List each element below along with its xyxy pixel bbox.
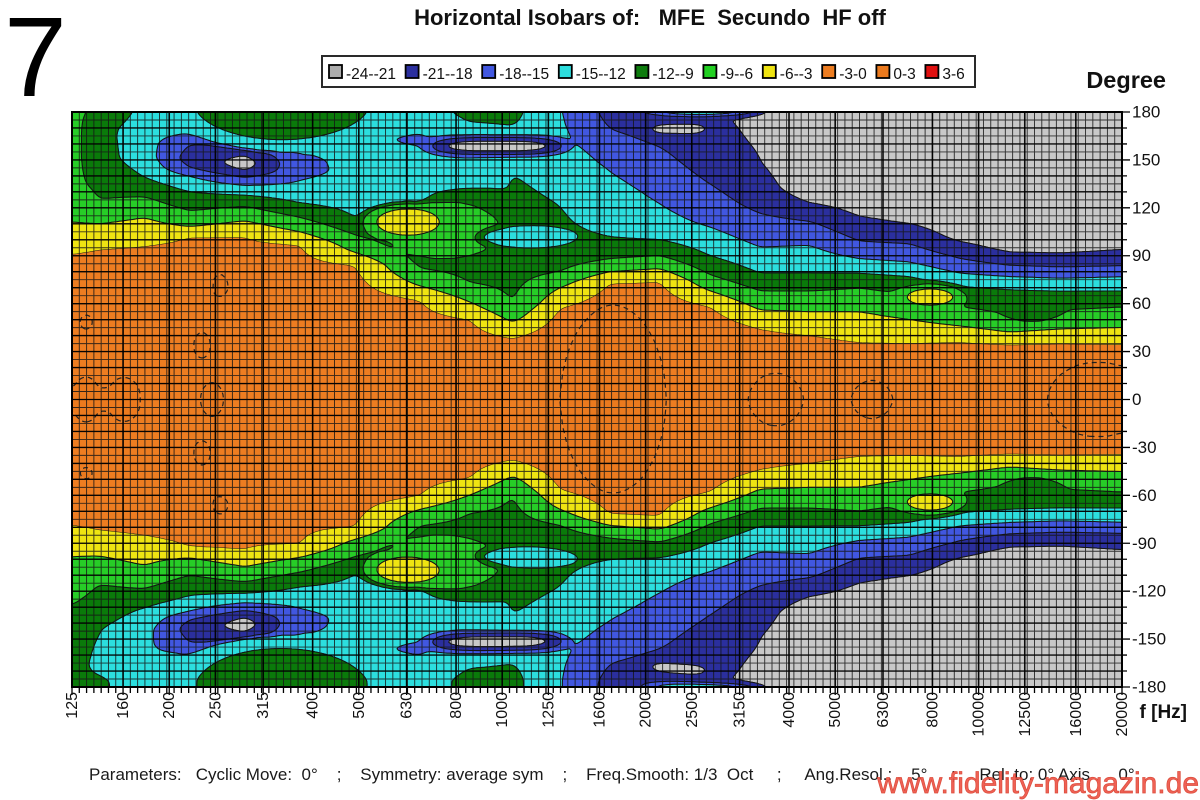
svg-text:10000: 10000	[971, 692, 988, 737]
svg-text:0-3: 0-3	[893, 66, 915, 83]
svg-text:-12--9: -12--9	[652, 66, 693, 83]
svg-text:5000: 5000	[827, 692, 844, 728]
svg-text:125: 125	[64, 692, 81, 719]
svg-text:Parameters: Cyclic Move: 0°: Parameters: Cyclic Move: 0° ; Symmetry: …	[89, 765, 1135, 784]
svg-text:2500: 2500	[684, 692, 701, 728]
svg-text:120: 120	[1132, 198, 1160, 217]
svg-text:8000: 8000	[924, 692, 941, 728]
svg-text:6300: 6300	[875, 692, 892, 728]
svg-text:2000: 2000	[638, 692, 655, 728]
svg-text:400: 400	[305, 692, 322, 719]
svg-text:180: 180	[1132, 103, 1160, 122]
svg-text:1000: 1000	[494, 692, 511, 728]
svg-text:60: 60	[1132, 294, 1151, 313]
svg-text:7: 7	[4, 0, 67, 120]
svg-text:-18--15: -18--15	[499, 66, 549, 83]
svg-text:1250: 1250	[540, 692, 557, 728]
svg-text:3-6: 3-6	[942, 66, 964, 83]
svg-text:-60: -60	[1132, 486, 1157, 505]
svg-text:200: 200	[161, 692, 178, 719]
svg-text:f [Hz]: f [Hz]	[1140, 702, 1187, 723]
svg-text:-150: -150	[1132, 630, 1166, 649]
svg-text:Horizontal Isobars of: MFE: Horizontal Isobars of: MFE Secundo HF of…	[414, 5, 886, 30]
svg-text:160: 160	[115, 692, 132, 719]
svg-text:150: 150	[1132, 150, 1160, 169]
svg-text:30: 30	[1132, 342, 1151, 361]
svg-text:-90: -90	[1132, 534, 1157, 553]
svg-text:-6--3: -6--3	[780, 66, 813, 83]
svg-text:1600: 1600	[592, 692, 609, 728]
svg-text:20000: 20000	[1114, 692, 1131, 737]
svg-text:-9--6: -9--6	[720, 66, 753, 83]
svg-text:0: 0	[1132, 390, 1141, 409]
svg-text:Degree: Degree	[1086, 67, 1166, 93]
svg-text:800: 800	[448, 692, 465, 719]
svg-text:3150: 3150	[732, 692, 749, 728]
svg-text:12500: 12500	[1017, 692, 1034, 737]
svg-text:-3-0: -3-0	[839, 66, 867, 83]
svg-text:-21--18: -21--18	[423, 66, 473, 83]
svg-text:90: 90	[1132, 246, 1151, 265]
svg-text:-24--21: -24--21	[346, 66, 396, 83]
svg-text:630: 630	[399, 692, 416, 719]
svg-text:-30: -30	[1132, 438, 1157, 457]
svg-text:315: 315	[255, 692, 272, 719]
svg-text:16000: 16000	[1068, 692, 1085, 737]
svg-text:-120: -120	[1132, 582, 1166, 601]
svg-text:4000: 4000	[781, 692, 798, 728]
svg-text:-180: -180	[1132, 678, 1166, 697]
svg-text:250: 250	[207, 692, 224, 719]
svg-text:www.fidelity-magazin.de: www.fidelity-magazin.de	[876, 767, 1199, 800]
svg-text:-15--12: -15--12	[576, 66, 626, 83]
svg-text:500: 500	[351, 692, 368, 719]
